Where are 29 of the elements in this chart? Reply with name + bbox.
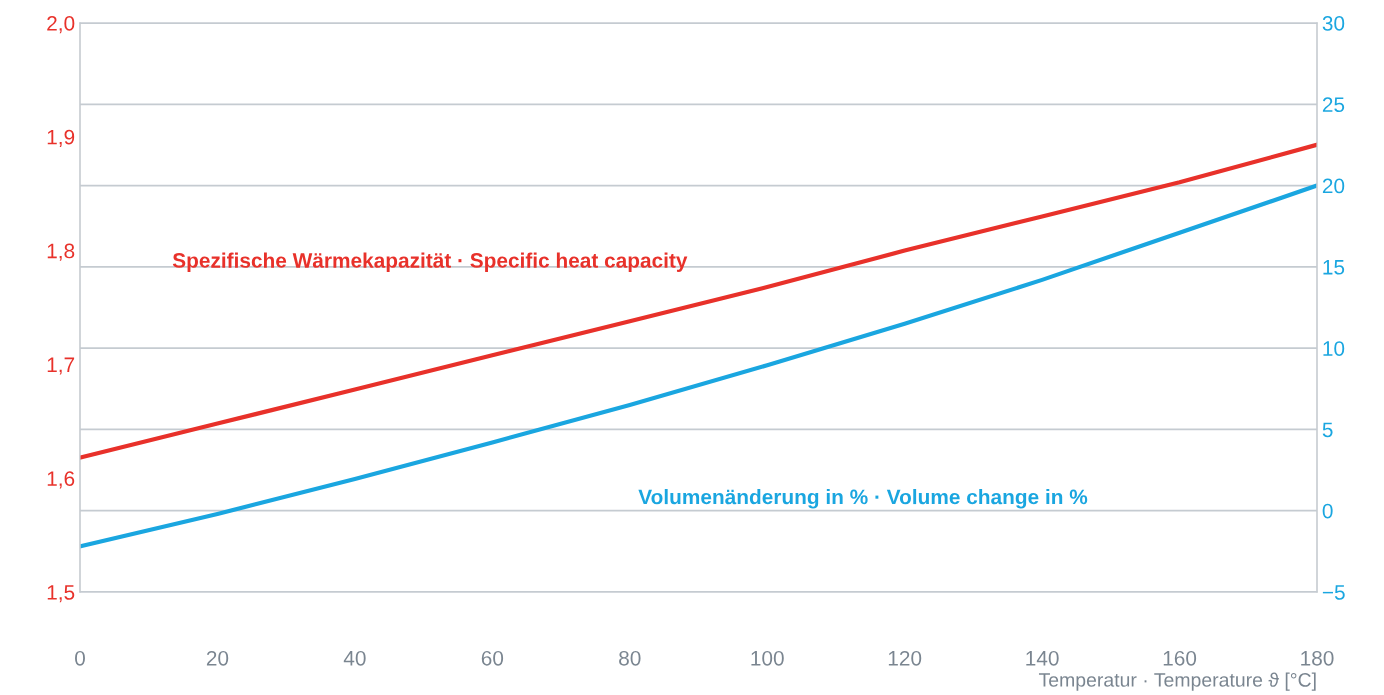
y-tick-label: 1,7 (47, 357, 75, 375)
x-tick-label: 180 (1301, 650, 1334, 666)
x-tick-label: 120 (888, 650, 922, 666)
x-tick-label: 140 (1026, 650, 1059, 666)
y2-tick-label: 25 (1322, 97, 1345, 113)
y2-tick-label: 20 (1322, 178, 1345, 194)
x-tick-label: 100 (751, 650, 784, 666)
x-axis-title: Temperatur · Temperature ϑ [°C] (1038, 672, 1316, 691)
y-tick-label: 1,5 (47, 585, 75, 603)
series-label: Spezifische Wärmekapazität · Specific heat capacity (172, 252, 688, 272)
line-series (80, 183, 1317, 549)
x-tick-label: 20 (206, 650, 229, 666)
y-tick-label: 1,9 (47, 129, 75, 148)
x-tick-label: 0 (75, 650, 85, 666)
y2-tick-label: 10 (1323, 341, 1345, 356)
text: Volumenänderung in % · Volume change in % (638, 489, 1088, 509)
x-tick-label: 60 (481, 650, 504, 666)
y2-tick-label: 30 (1322, 16, 1345, 31)
y2-tick-label: 15 (1323, 260, 1345, 275)
x-tick-label: 80 (619, 650, 641, 666)
y-tick-label: 1,8 (47, 243, 75, 261)
x-tick-label: 160 (1163, 650, 1197, 666)
x-tick-label: 40 (343, 650, 366, 666)
y2-tick-label: −5 (1322, 585, 1345, 600)
y-tick-label: 2,0 (47, 16, 75, 34)
y2-tick-label: 5 (1322, 422, 1333, 438)
y2-tick-label: 0 (1322, 503, 1333, 519)
line-series (80, 142, 1317, 460)
y-tick-label: 1,6 (47, 471, 75, 489)
